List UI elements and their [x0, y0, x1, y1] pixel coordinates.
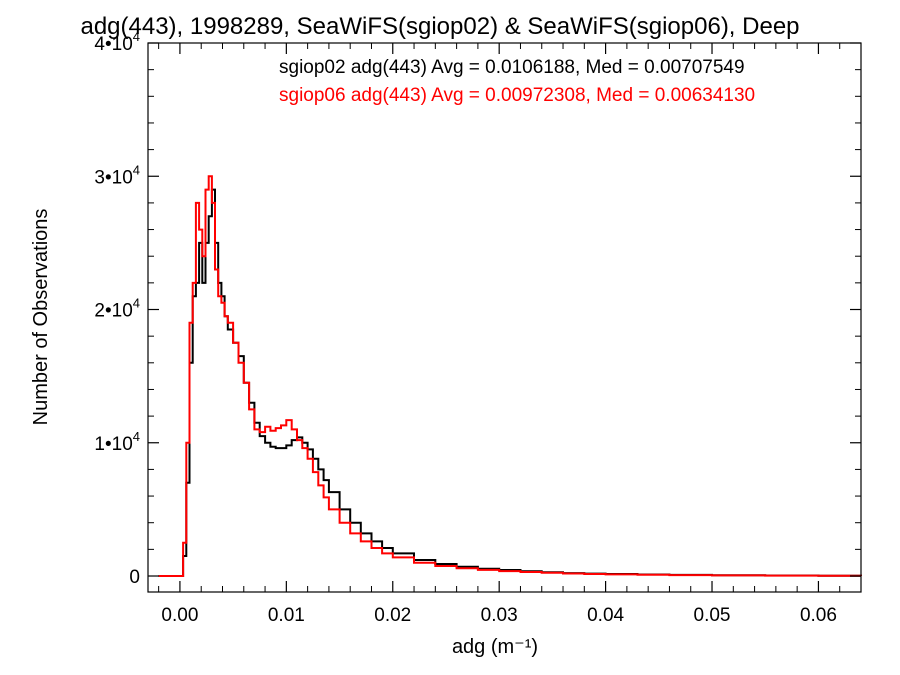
- y-tick-label: 2•104: [94, 296, 140, 322]
- x-tick-label: 0.02: [374, 605, 411, 626]
- x-tick-label: 0.05: [694, 605, 731, 626]
- legend: sgiop02 adg(443) Avg = 0.0106188, Med = …: [279, 57, 755, 106]
- chart-title: adg(443), 1998289, SeaWiFS(sgiop02) & Se…: [80, 13, 799, 40]
- legend-entry-sgiop02: sgiop02 adg(443) Avg = 0.0106188, Med = …: [279, 57, 745, 78]
- x-tick-label: 0.04: [587, 605, 624, 626]
- y-tick-label: 0: [129, 567, 140, 588]
- x-tick-label: 0.01: [268, 605, 305, 626]
- y-tick-label: 4•104: [94, 29, 140, 55]
- x-axis-label: adg (m⁻¹): [452, 636, 538, 658]
- series-layer: [158, 175, 862, 577]
- y-tick-label: 3•104: [94, 162, 140, 188]
- x-tick-label: 0.03: [481, 605, 518, 626]
- ticks-layer: 0.00 0.01 0.02 0.03 0.04 0.05 0.06 0 1•104 2•104 3…: [94, 29, 862, 626]
- legend-entry-sgiop06: sgiop06 adg(443) Avg = 0.00972308, Med =…: [279, 85, 755, 106]
- series-sgiop06-line: [158, 175, 862, 577]
- x-tick-label: 0.00: [161, 605, 198, 626]
- x-tick-label: 0.06: [800, 605, 837, 626]
- y-tick-label: 1•104: [94, 429, 140, 455]
- y-axis-label: Number of Observations: [30, 209, 52, 426]
- plot-frame: [147, 42, 862, 593]
